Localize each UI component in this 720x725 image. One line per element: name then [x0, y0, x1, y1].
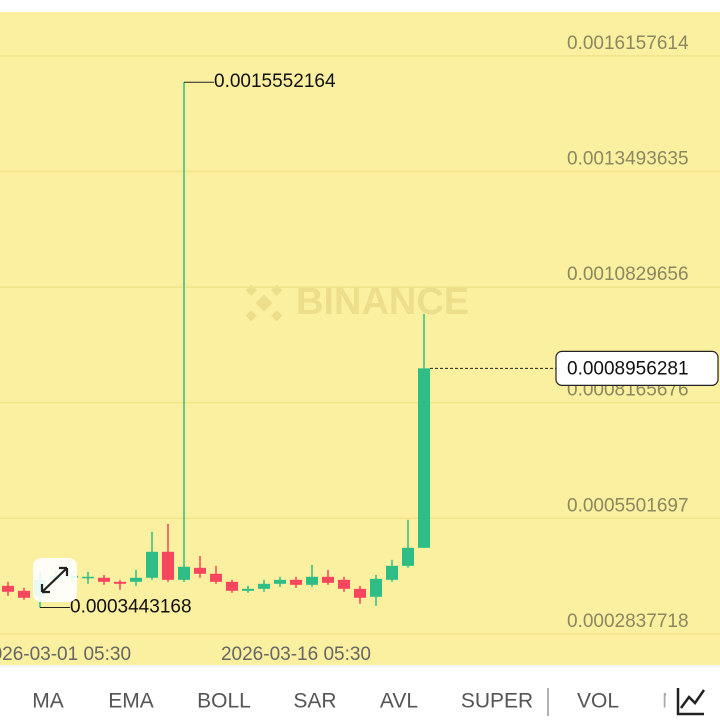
candle-body — [402, 547, 414, 566]
candle-body — [162, 551, 174, 580]
candle-body — [18, 590, 30, 598]
indicator-tab[interactable]: SUPER — [461, 690, 533, 713]
candle-body — [178, 566, 190, 580]
candle-body — [2, 585, 14, 592]
y-tick-label: 0.0013493635 — [567, 149, 689, 170]
y-tick-label: 0.0002837718 — [567, 611, 689, 632]
chart-background — [0, 12, 720, 665]
candle-body — [370, 578, 382, 597]
indicator-tab[interactable]: EMA — [108, 690, 154, 713]
expand-button[interactable] — [33, 558, 77, 602]
x-tick-label: 2026-03-01 05:30 — [0, 644, 131, 665]
candle-body — [210, 573, 222, 582]
candle-body — [386, 565, 398, 580]
candle-body — [114, 581, 126, 584]
y-tick-label: 0.0005501697 — [567, 495, 689, 516]
indicator-tabs: MA EMA BOLL SAR AVL SUPER VOL MACD — [32, 690, 720, 713]
candle-body — [306, 576, 318, 585]
max-label: 0.0015552164 — [214, 71, 336, 92]
candle-body — [258, 583, 270, 589]
plot: 0.0016157614 0.0013493635 0.0010829656 0.00… — [0, 33, 720, 665]
candle-body — [82, 576, 94, 579]
chart-settings-icon[interactable] — [676, 688, 706, 716]
indicator-tab[interactable]: MA — [32, 690, 64, 713]
indicator-tab[interactable]: VOL — [577, 690, 619, 713]
candle-body — [130, 577, 142, 582]
candle-body — [354, 588, 366, 598]
candle-body — [98, 577, 110, 582]
y-tick-label: 0.0016157614 — [567, 33, 689, 54]
candle-body — [290, 579, 302, 585]
candle-body — [338, 579, 350, 589]
candle-body — [194, 567, 206, 574]
candle-body — [146, 551, 158, 578]
last-price-label: 0.0008956281 — [567, 358, 689, 379]
indicator-tab[interactable]: MACD — [662, 690, 720, 713]
indicator-tab[interactable]: BOLL — [197, 690, 251, 713]
watermark-text: BINANCE — [296, 281, 469, 323]
y-tick-label: 0.0010829656 — [567, 264, 689, 285]
candle-body — [242, 588, 254, 591]
candle-body — [418, 368, 430, 548]
x-tick-label: 2026-03-16 05:30 — [221, 644, 371, 665]
last-price-box — [555, 350, 719, 386]
min-label: 0.0003443168 — [70, 597, 192, 618]
indicator-tab[interactable]: SAR — [293, 690, 336, 713]
candle-body — [226, 581, 238, 591]
candle-body — [322, 576, 334, 583]
indicator-tab[interactable]: AVL — [380, 690, 418, 713]
watermark: BINANCE — [245, 281, 469, 323]
candle-body — [274, 579, 286, 584]
